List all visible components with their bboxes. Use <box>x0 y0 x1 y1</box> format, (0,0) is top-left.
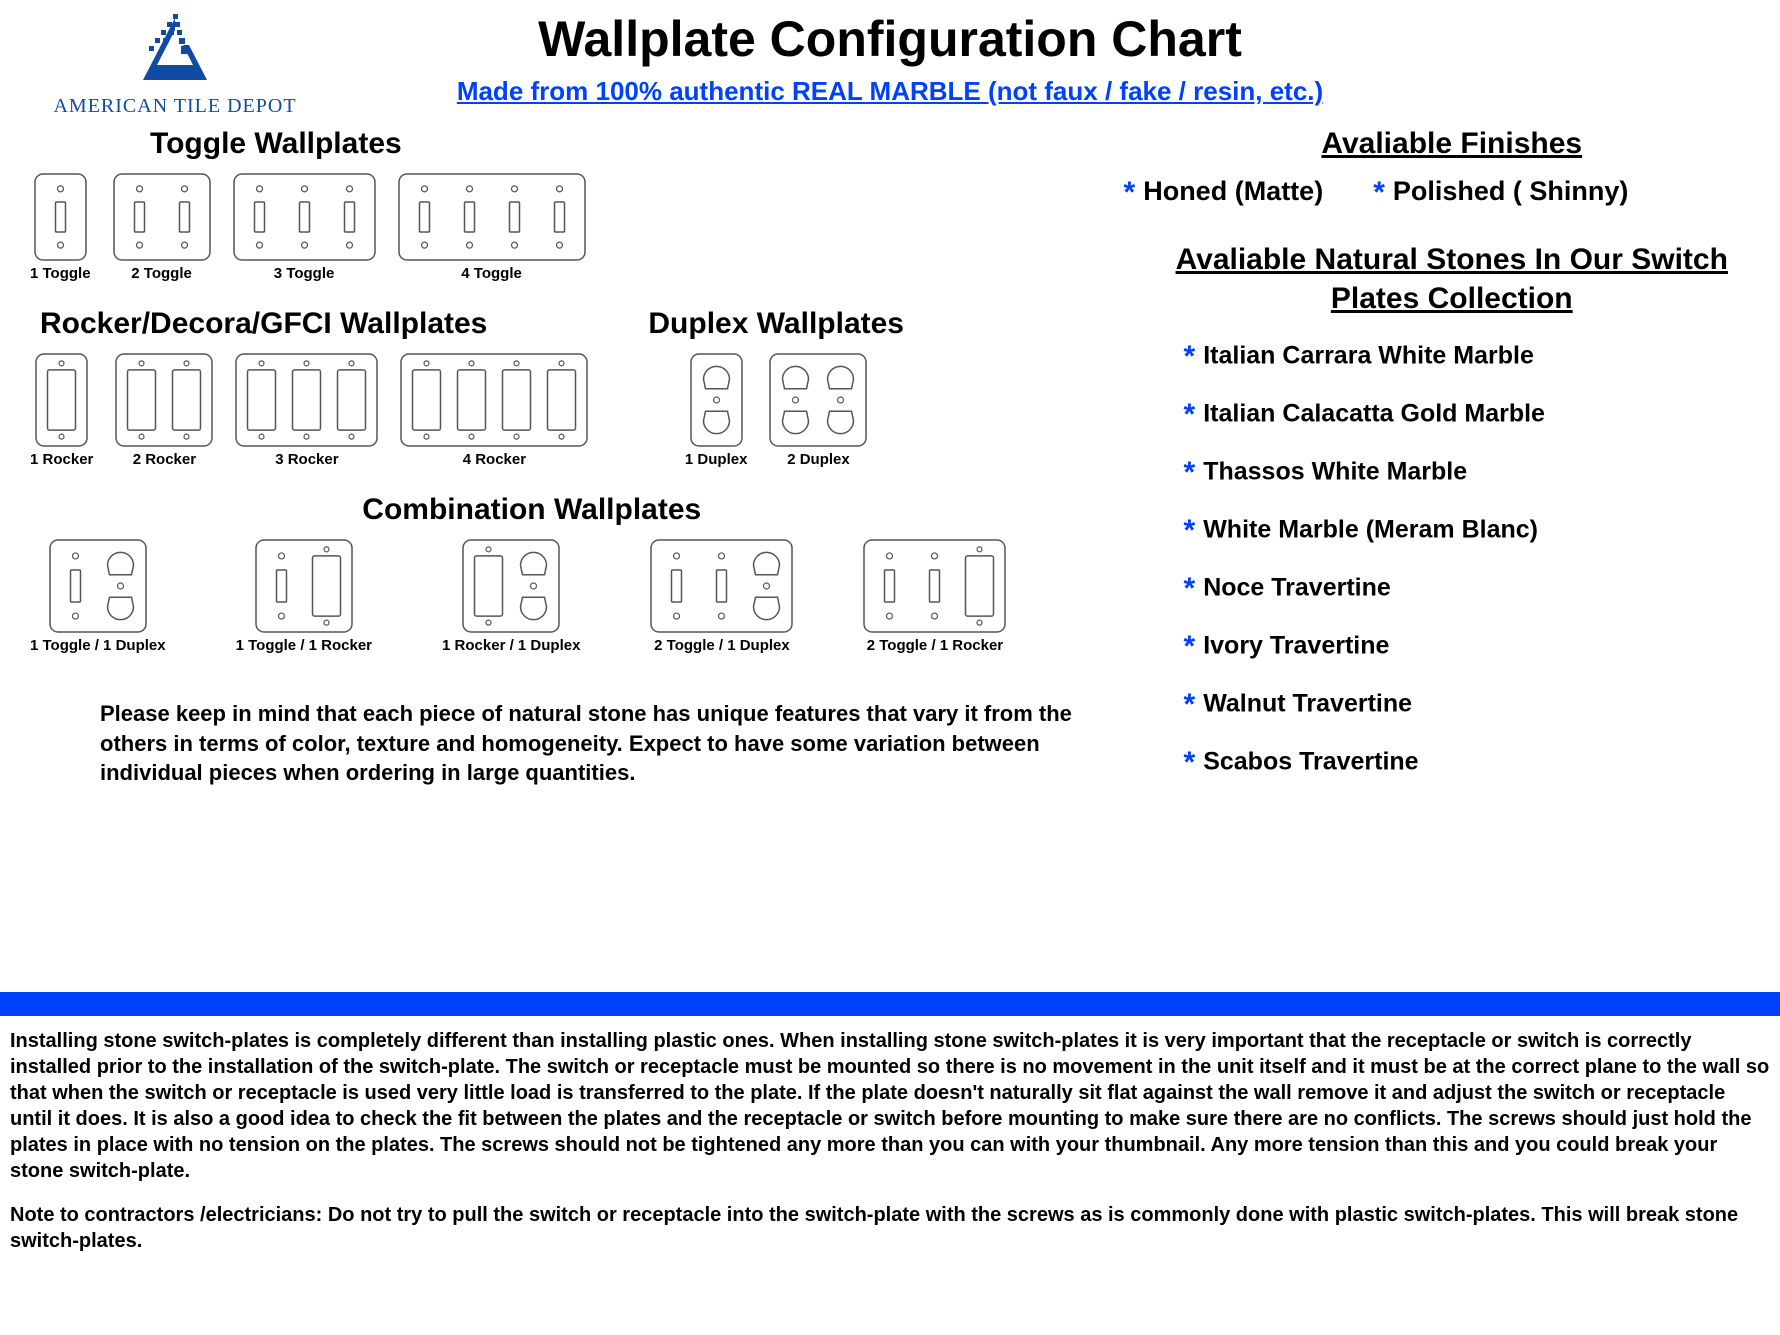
plate-label: 1 Rocker <box>30 451 93 468</box>
stones-title: Avaliable Natural Stones In Our Switch P… <box>1154 240 1750 318</box>
stone-item: *Scabos Travertine <box>1184 746 1750 780</box>
plate-item: 1 Toggle <box>30 173 91 282</box>
install-paragraph-1: Installing stone switch-plates is comple… <box>10 1028 1770 1184</box>
plate-item: 2 Toggle <box>113 173 211 282</box>
bullet-star-icon: * <box>1184 340 1196 374</box>
stone-item: *White Marble (Meram Blanc) <box>1184 514 1750 548</box>
finish-item: *Polished ( Shinny) <box>1373 176 1628 210</box>
plate-item: 2 Rocker <box>115 353 213 468</box>
stone-item: *Italian Calacatta Gold Marble <box>1184 398 1750 432</box>
plate-item: 3 Toggle <box>233 173 376 282</box>
bullet-star-icon: * <box>1184 572 1196 606</box>
left-column: Toggle Wallplates 1 Toggle 2 Toggle 3 Togg… <box>30 127 1154 804</box>
content-area: Toggle Wallplates 1 Toggle 2 Toggle 3 Togg… <box>0 107 1780 804</box>
duplex-section: Duplex Wallplates 1 Duplex 2 Duplex <box>648 307 904 493</box>
install-paragraph-2: Note to contractors /electricians: Do no… <box>10 1202 1770 1254</box>
finishes-title: Avaliable Finishes <box>1154 127 1750 161</box>
plate-item: 4 Rocker <box>400 353 588 468</box>
plate-label: 2 Rocker <box>115 451 213 468</box>
plate-label: 1 Duplex <box>685 451 748 468</box>
right-column: Avaliable Finishes *Honed (Matte)*Polish… <box>1154 127 1750 804</box>
plate-item: 3 Rocker <box>235 353 378 468</box>
plate-item: 2 Toggle / 1 Rocker <box>863 539 1006 654</box>
combo-plates-row: 1 Toggle / 1 Duplex 1 Toggle / 1 Rocker 1 … <box>30 539 1134 654</box>
rocker-section: Rocker/Decora/GFCI Wallplates 1 Rocker 2 … <box>30 307 588 493</box>
install-instructions: Installing stone switch-plates is comple… <box>10 1028 1770 1254</box>
stones-list: *Italian Carrara White Marble *Italian Ca… <box>1154 340 1750 780</box>
plate-label: 1 Rocker / 1 Duplex <box>442 637 580 654</box>
bullet-star-icon: * <box>1184 630 1196 664</box>
plate-label: 2 Toggle <box>113 265 211 282</box>
bullet-star-icon: * <box>1184 398 1196 432</box>
plate-label: 4 Toggle <box>398 265 586 282</box>
stone-item: *Italian Carrara White Marble <box>1184 340 1750 374</box>
bullet-star-icon: * <box>1124 176 1136 210</box>
plate-item: 1 Toggle / 1 Duplex <box>30 539 166 654</box>
toggle-plates-row: 1 Toggle 2 Toggle 3 Toggle 4 Toggle <box>30 173 1134 282</box>
logo-mark <box>135 10 215 90</box>
brand-name: AMERICAN TILE DEPOT <box>50 95 300 118</box>
page-title: Wallplate Configuration Chart <box>538 10 1242 68</box>
duplex-plates-row: 1 Duplex 2 Duplex <box>648 353 904 468</box>
plate-label: 2 Toggle / 1 Rocker <box>863 637 1006 654</box>
stone-item: *Ivory Travertine <box>1184 630 1750 664</box>
plate-item: 1 Toggle / 1 Rocker <box>236 539 372 654</box>
stone-item: *Noce Travertine <box>1184 572 1750 606</box>
bullet-star-icon: * <box>1184 456 1196 490</box>
finish-item: *Honed (Matte) <box>1124 176 1324 210</box>
stone-item: *Thassos White Marble <box>1184 456 1750 490</box>
plate-item: 2 Duplex <box>769 353 867 468</box>
plate-label: 1 Toggle / 1 Rocker <box>236 637 372 654</box>
brand-logo: AMERICAN TILE DEPOT <box>50 10 300 118</box>
bullet-star-icon: * <box>1184 688 1196 722</box>
toggle-section-title: Toggle Wallplates <box>150 127 1134 161</box>
rocker-plates-row: 1 Rocker 2 Rocker 3 Rocker 4 Rocker <box>30 353 588 468</box>
duplex-section-title: Duplex Wallplates <box>648 307 904 341</box>
plate-label: 1 Toggle <box>30 265 91 282</box>
plate-label: 2 Toggle / 1 Duplex <box>650 637 793 654</box>
finishes-list: *Honed (Matte) *Polished ( Shinny) <box>1124 176 1750 210</box>
plate-label: 3 Rocker <box>235 451 378 468</box>
header: AMERICAN TILE DEPOT Wallplate Configurat… <box>0 0 1780 107</box>
rocker-section-title: Rocker/Decora/GFCI Wallplates <box>30 307 588 341</box>
bullet-star-icon: * <box>1373 176 1385 210</box>
stone-item: *Walnut Travertine <box>1184 688 1750 722</box>
plate-item: 2 Toggle / 1 Duplex <box>650 539 793 654</box>
plate-label: 2 Duplex <box>769 451 867 468</box>
plate-label: 4 Rocker <box>400 451 588 468</box>
plate-item: 1 Duplex <box>685 353 748 468</box>
plate-label: 1 Toggle / 1 Duplex <box>30 637 166 654</box>
plate-item: 4 Toggle <box>398 173 586 282</box>
plate-item: 1 Rocker <box>30 353 93 468</box>
disclaimer-text: Please keep in mind that each piece of n… <box>30 679 1134 788</box>
divider-bar <box>0 992 1780 1016</box>
plate-item: 1 Rocker / 1 Duplex <box>442 539 580 654</box>
plate-label: 3 Toggle <box>233 265 376 282</box>
bullet-star-icon: * <box>1184 514 1196 548</box>
combo-section-title: Combination Wallplates <box>30 493 1134 527</box>
bullet-star-icon: * <box>1184 746 1196 780</box>
